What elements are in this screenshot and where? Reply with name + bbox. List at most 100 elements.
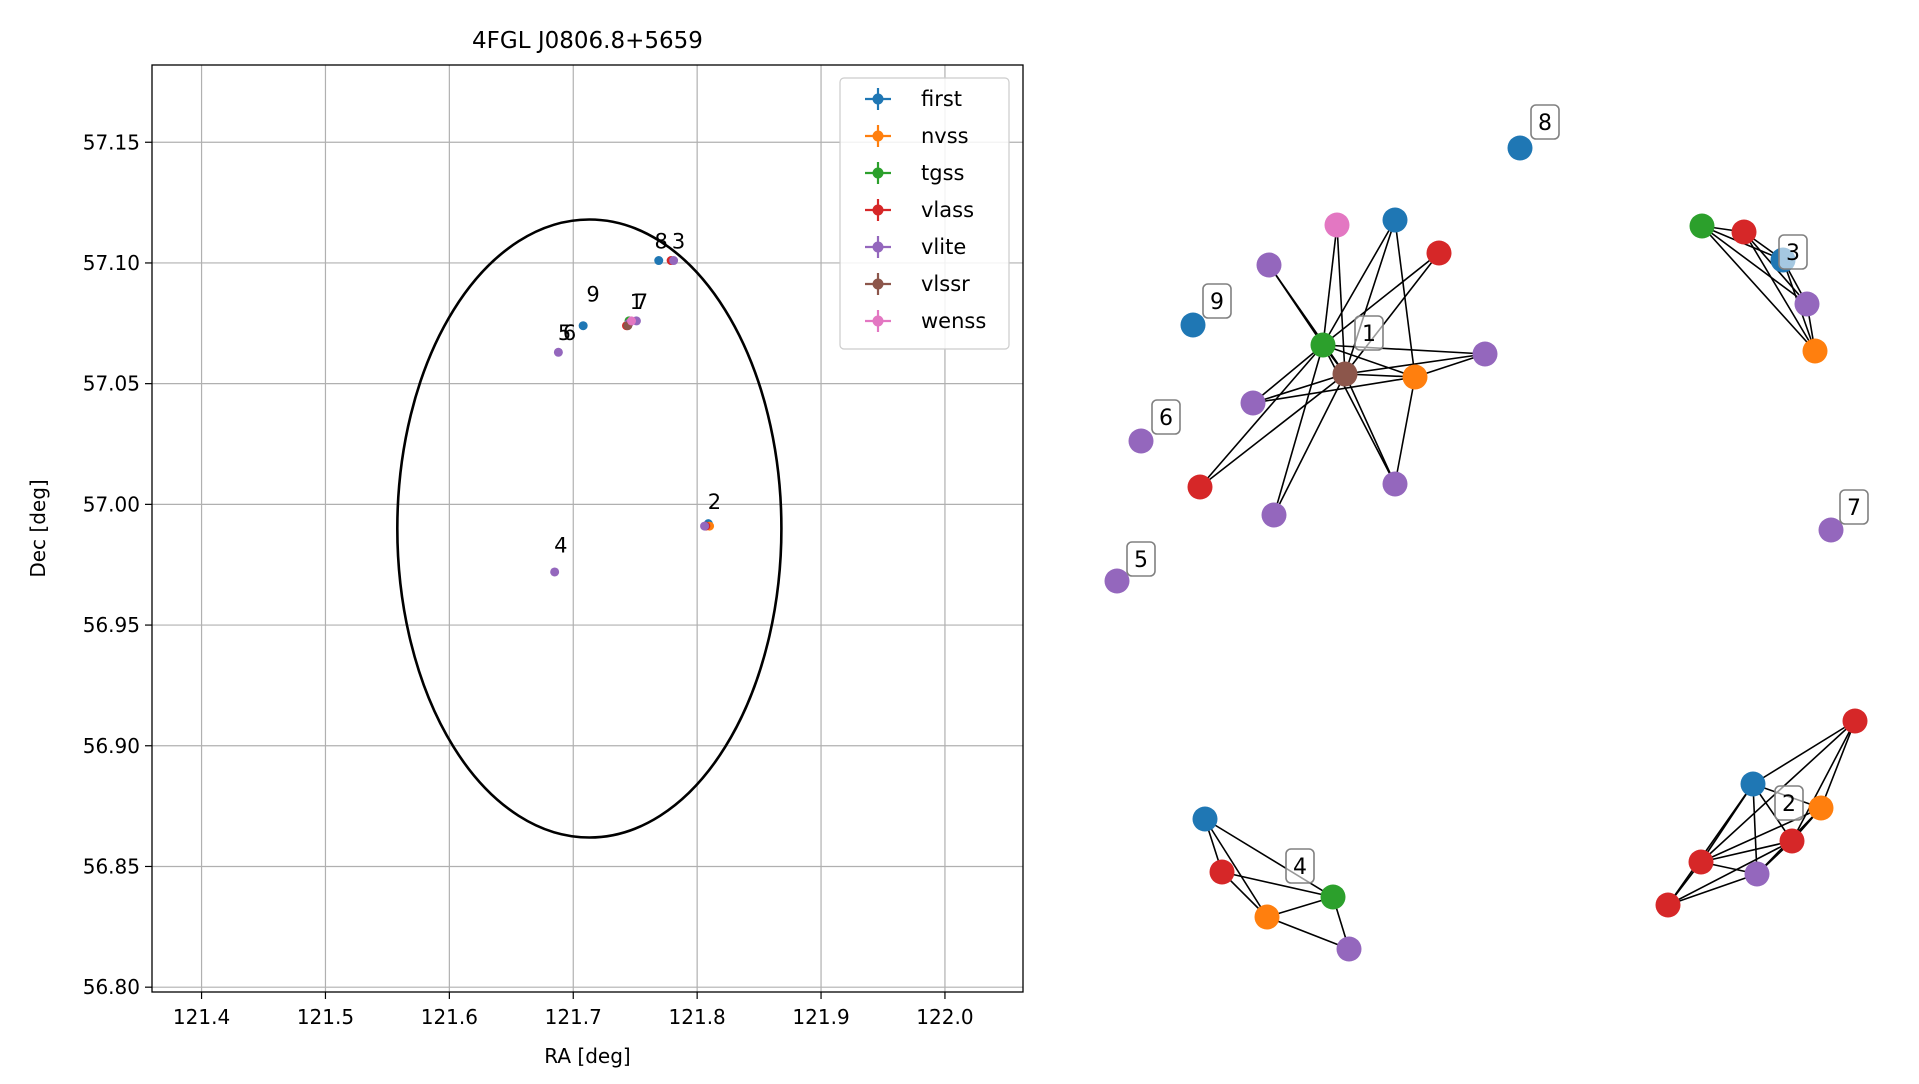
- network-node-vlass: [1688, 849, 1714, 875]
- point-first: [578, 321, 588, 331]
- cluster-tag-box: [1530, 104, 1560, 140]
- network-node-first: [1192, 806, 1218, 832]
- cluster-tag-box: [1126, 541, 1156, 577]
- network-node-vlite: [1818, 517, 1844, 543]
- network-edge: [1252, 344, 1324, 404]
- network-edge: [1344, 373, 1396, 485]
- legend-marker-tgss: [872, 167, 884, 179]
- x-tick-label: 121.9: [792, 1005, 849, 1029]
- network-edge: [1701, 225, 1808, 305]
- y-tick-label: 56.80: [83, 975, 140, 999]
- network-edge: [1743, 231, 1816, 352]
- network-edge: [1667, 840, 1793, 906]
- y-tick-label: 57.00: [83, 492, 140, 516]
- network-edge: [1252, 376, 1416, 404]
- network-node-vlite: [1472, 341, 1498, 367]
- network-edge: [1336, 224, 1346, 375]
- point-label: 2: [708, 490, 721, 514]
- x-tick-label: 121.8: [669, 1005, 726, 1029]
- point-first: [654, 256, 664, 266]
- legend-marker-vlite: [872, 241, 884, 253]
- network-node-vlite: [1382, 471, 1408, 497]
- network-node-tgss: [1310, 332, 1336, 358]
- y-axis-label: Dec [deg]: [26, 479, 50, 577]
- network-node-vlass: [1655, 892, 1681, 918]
- point-label: 5: [558, 321, 571, 345]
- point-label: 1: [630, 290, 643, 314]
- network-nodes: [1104, 135, 1868, 962]
- network-edge: [1791, 720, 1856, 842]
- y-tick-label: 56.85: [83, 854, 140, 878]
- point-vlite: [553, 347, 563, 357]
- network-edge: [1273, 373, 1346, 516]
- cluster-tag-label: 1: [1362, 322, 1376, 347]
- cluster-tag-label: 9: [1210, 290, 1224, 315]
- network-edge: [1322, 344, 1486, 355]
- network-node-vlass: [1779, 828, 1805, 854]
- network-edge: [1752, 720, 1856, 785]
- legend: first nvss tgss vlass vlite vlssr wenss: [839, 77, 1010, 350]
- network-node-vlite: [1744, 861, 1770, 887]
- point-label: 4: [554, 534, 567, 558]
- y-tick-label: 57.15: [83, 130, 140, 154]
- point-label: 8: [655, 229, 668, 253]
- y-tick-label: 56.95: [83, 613, 140, 637]
- y-tick-label: 57.10: [83, 251, 140, 275]
- cluster-tag-box: [1202, 283, 1232, 319]
- network-node-vlass: [1187, 474, 1213, 500]
- cluster-tag-label: 2: [1782, 792, 1796, 817]
- network-edge: [1344, 353, 1486, 375]
- legend-label-vlass: vlass: [921, 198, 974, 222]
- network-edge: [1252, 373, 1346, 404]
- legend-marker-first: [872, 93, 884, 105]
- network-node-vlass: [1731, 219, 1757, 245]
- network-edge: [1344, 219, 1396, 375]
- x-tick-label: 121.7: [545, 1005, 602, 1029]
- network-edge: [1322, 224, 1338, 346]
- network-node-first: [1382, 207, 1408, 233]
- network-edge: [1273, 344, 1324, 516]
- network-edge: [1204, 818, 1268, 918]
- y-tick-label: 57.05: [83, 372, 140, 396]
- cluster-tag-label: 7: [1847, 496, 1861, 521]
- legend-marker-vlass: [872, 204, 884, 216]
- cluster-tag-box: [1778, 234, 1808, 270]
- network-node-vlass: [1209, 859, 1235, 885]
- network-edge: [1700, 840, 1793, 863]
- network-edge: [1322, 219, 1396, 346]
- network-edges: [1199, 219, 1856, 950]
- network-node-first: [1507, 135, 1533, 161]
- network-edge: [1322, 344, 1416, 378]
- network-node-nvss: [1802, 338, 1828, 364]
- cluster-tag-label: 3: [1786, 241, 1800, 266]
- legend-marker-nvss: [872, 130, 884, 142]
- network-node-vlite: [1261, 502, 1287, 528]
- axis-ticks: 121.4 121.5 121.6 121.7 121.8 121.9 122.0 56.80…: [83, 130, 974, 1029]
- network-node-wenss: [1324, 212, 1350, 238]
- network-node-tgss: [1320, 884, 1346, 910]
- network-node-first: [1180, 312, 1206, 338]
- legend-label-nvss: nvss: [921, 124, 969, 148]
- network-node-vlite: [1794, 291, 1820, 317]
- x-tick-label: 121.4: [173, 1005, 230, 1029]
- point-wenss: [626, 316, 636, 326]
- network-edge: [1199, 344, 1324, 488]
- network-edge: [1266, 916, 1350, 950]
- legend-label-first: first: [921, 87, 962, 111]
- cluster-tag-label: 6: [1159, 406, 1173, 431]
- cluster-tag-label: 8: [1538, 111, 1552, 136]
- point-label: 9: [586, 283, 599, 307]
- network-node-tgss: [1689, 213, 1715, 239]
- scatter-points: [550, 256, 715, 577]
- legend-label-tgss: tgss: [921, 161, 964, 185]
- network-node-vlite: [1256, 252, 1282, 278]
- cluster-tag-box: [1285, 848, 1315, 884]
- point-vlite: [550, 567, 560, 577]
- cluster-tag-box: [1354, 315, 1384, 351]
- network-node-vlite: [1336, 936, 1362, 962]
- network-edge: [1268, 264, 1346, 375]
- network-edge: [1344, 252, 1440, 375]
- network-edge: [1394, 219, 1416, 378]
